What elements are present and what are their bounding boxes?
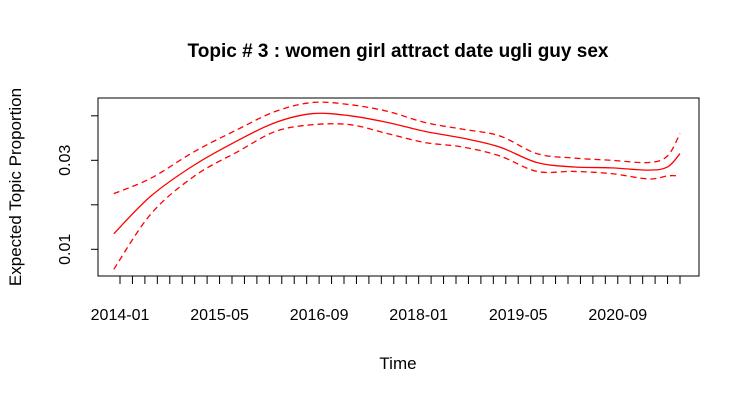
y-tick-label: 0.01	[57, 234, 74, 265]
x-tick-label: 2019-05	[489, 307, 548, 324]
y-axis: 0.01 0.03	[57, 115, 98, 265]
x-tick-label: 2016-09	[290, 307, 349, 324]
x-tick-label: 2015-05	[190, 307, 249, 324]
plot-frame	[97, 97, 700, 277]
x-axis: 2014-01 2015-05 2016-09 2018-01 2019-05 2020-…	[91, 276, 681, 324]
series-line-lower	[113, 123, 681, 270]
x-tick-label: 2018-01	[389, 307, 448, 324]
y-axis-label: Expected Topic Proportion	[6, 88, 25, 286]
chart-title: Topic # 3 : women girl attract date ugli…	[188, 41, 609, 62]
series-line-upper	[113, 101, 681, 195]
x-tick-label: 2014-01	[91, 307, 150, 324]
series-layer	[113, 101, 681, 270]
x-tick-label: 2020-09	[588, 307, 647, 324]
series-line-estimate	[113, 112, 681, 235]
y-tick-label: 0.03	[57, 145, 74, 176]
x-axis-label: Time	[379, 354, 416, 373]
